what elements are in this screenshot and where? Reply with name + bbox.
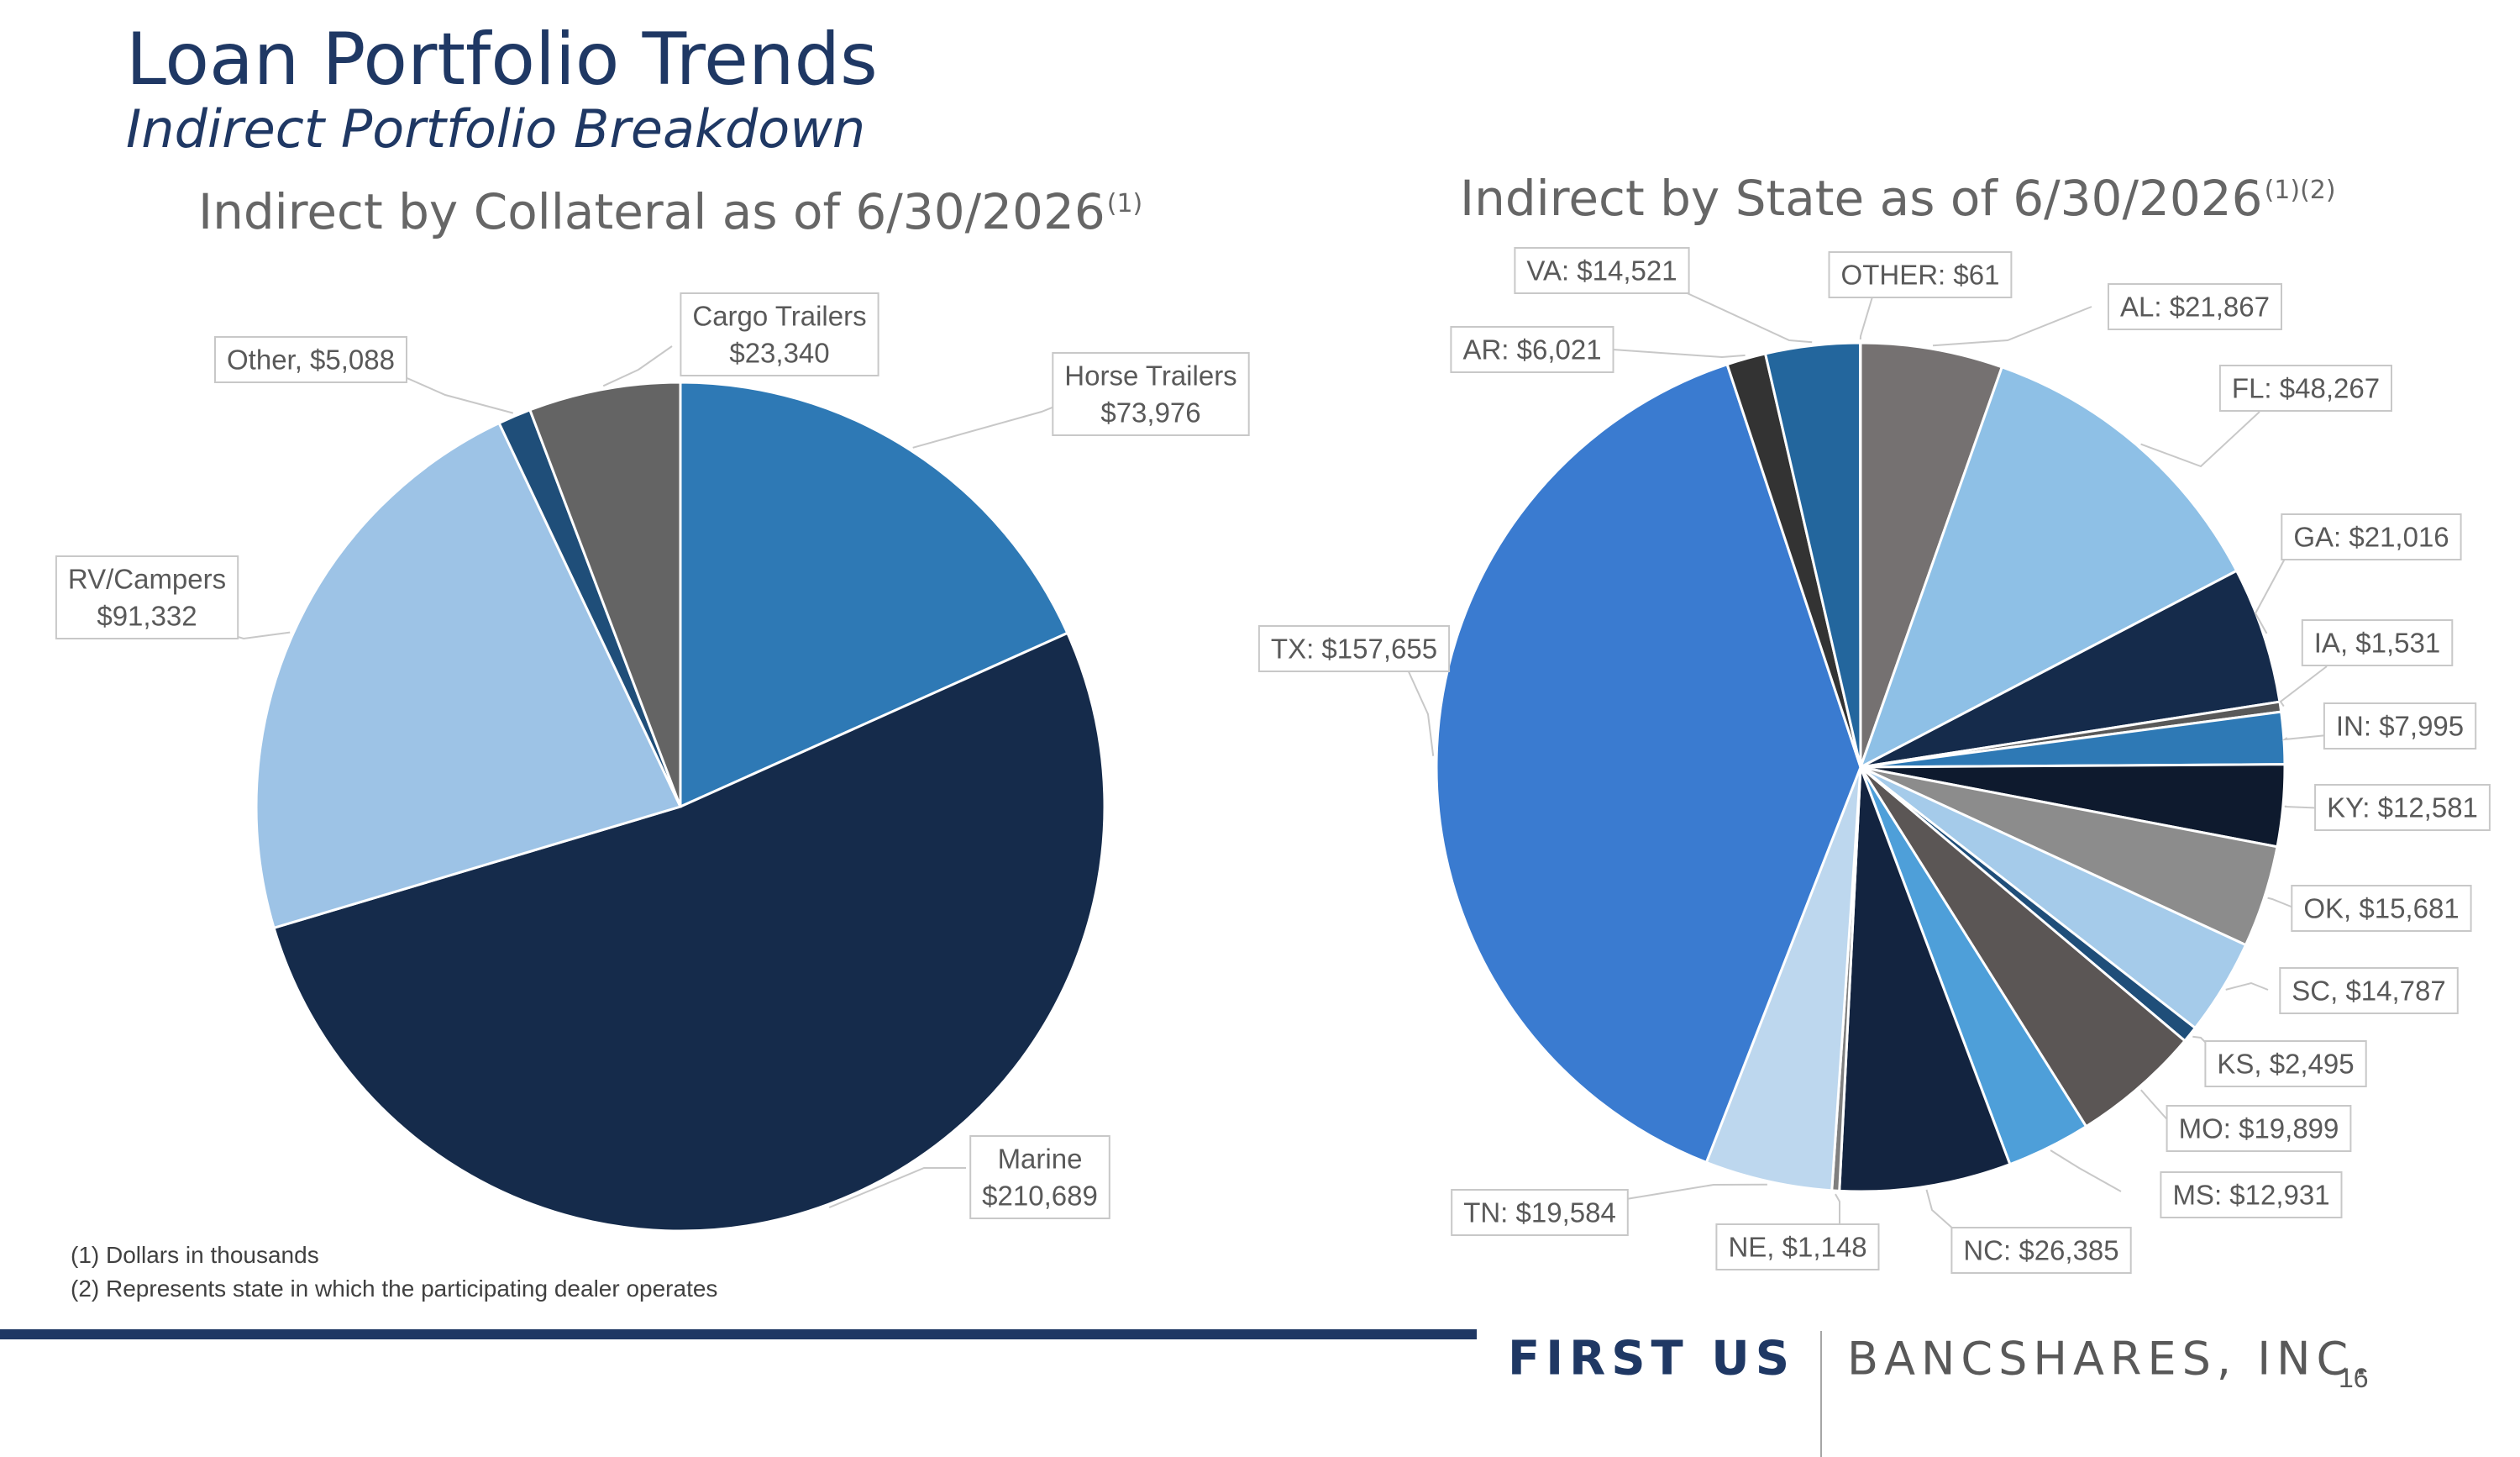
data-label-text: RV/Campers [68,564,226,595]
data-label-ne: NE, $1,148 [1716,1194,1878,1270]
leader-line [603,346,672,386]
leader-line [1407,668,1433,756]
data-label-text: $210,689 [982,1181,1098,1212]
leader-line [1621,1185,1767,1200]
data-label-text: MS: $12,931 [2172,1180,2329,1211]
data-label-text: VA: $14,521 [1526,255,1677,287]
pie-charts: Horse Trailers $73,976 Marine $210,689 RV/Ca… [0,0,2520,1418]
data-label-text: OK, $15,681 [2303,893,2459,924]
data-label-text: KY: $12,581 [2327,792,2478,823]
data-label-text: Cargo Trailers [692,301,866,332]
leader-line [2285,735,2327,739]
data-label-in: IN: $7,995 [2285,703,2475,749]
data-label-text: FL: $48,267 [2232,373,2380,404]
leader-line [2281,666,2327,707]
data-label-other: Other, $5,088 [215,337,513,413]
data-label-text: NE, $1,148 [1728,1232,1866,1263]
collateral-pie-chart: Horse Trailers $73,976 Marine $210,689 RV/Ca… [56,293,1249,1231]
data-label-text: GA: $21,016 [2293,522,2449,553]
logo-first-us: FIRST US [1508,1332,1795,1386]
leader-line [1861,294,1873,339]
state-pie-chart: AL: $21,867 FL: $48,267 GA: $21,016 IA, $1,… [1259,248,2490,1273]
data-label-text: OTHER: $61 [1841,260,2000,291]
data-label-text: TN: $19,584 [1463,1197,1616,1228]
data-label-text: $73,976 [1100,397,1200,429]
data-label-other: OTHER: $61 [1830,252,2012,339]
data-label-text: KS, $2,495 [2217,1049,2354,1080]
data-label-text: IA, $1,531 [2314,628,2440,659]
logo-divider [1820,1331,1822,1457]
footnote-1: (1) Dollars in thousands [71,1239,717,1272]
leader-line [1613,350,1746,357]
leader-line [2141,412,2260,466]
data-label-fl: FL: $48,267 [2141,366,2391,466]
data-label-text: NC: $26,385 [1963,1235,2118,1266]
data-label-sc: SC, $14,787 [2226,968,2458,1013]
data-label-rv-campers: RV/Campers $91,332 [56,556,290,639]
logo-bancshares: BANCSHARES, INC. [1847,1333,2374,1386]
data-label-text: AR: $6,021 [1462,334,1601,366]
footnote-2: (2) Represents state in which the partic… [71,1272,717,1306]
data-label-mo: MO: $19,899 [2141,1090,2351,1151]
data-label-tx: TX: $157,655 [1259,626,1449,756]
leader-line [2255,559,2285,634]
data-label-text: IN: $7,995 [2336,711,2464,742]
data-label-text: TX: $157,655 [1271,634,1437,665]
data-label-text: Marine [998,1144,1083,1175]
data-label-nc: NC: $26,385 [1927,1190,2131,1273]
data-label-ky: KY: $12,581 [2285,785,2490,830]
footnotes: (1) Dollars in thousands (2) Represents … [71,1239,717,1306]
data-label-ok: OK, $15,681 [2268,886,2471,931]
page-number: 16 [2339,1363,2369,1394]
leader-line [1933,307,2092,345]
data-label-ms: MS: $12,931 [2050,1150,2341,1218]
data-label-text: $23,340 [729,338,829,369]
leader-line [1680,290,1812,342]
data-label-text: AL: $21,867 [2120,292,2270,323]
leader-line [2268,898,2293,907]
data-label-text: SC, $14,787 [2292,976,2445,1007]
leader-line [2050,1150,2121,1191]
data-label-cargo-trailers: Cargo Trailers $23,340 [603,293,878,386]
data-label-ks: KS, $2,495 [2192,1037,2365,1086]
bottom-rule [0,1329,1477,1339]
data-label-text: MO: $19,899 [2179,1113,2339,1144]
data-label-ga: GA: $21,016 [2255,514,2461,634]
data-label-ar: AR: $6,021 [1451,327,1745,372]
data-label-text: $91,332 [97,601,197,632]
leader-line [2226,983,2268,990]
data-label-text: Other, $5,088 [227,345,395,376]
data-label-text: Horse Trailers [1064,360,1236,392]
data-label-ia: IA, $1,531 [2281,620,2452,707]
leader-line [403,376,513,413]
data-label-horse-trailers: Horse Trailers $73,976 [913,353,1249,448]
